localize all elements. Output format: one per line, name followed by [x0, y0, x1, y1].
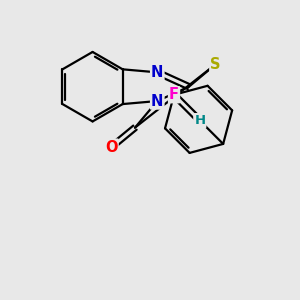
- Text: F: F: [169, 87, 179, 102]
- Text: O: O: [105, 140, 118, 154]
- Text: H: H: [194, 114, 206, 127]
- Text: N: N: [151, 94, 164, 109]
- Text: S: S: [210, 57, 221, 72]
- Text: N: N: [151, 65, 164, 80]
